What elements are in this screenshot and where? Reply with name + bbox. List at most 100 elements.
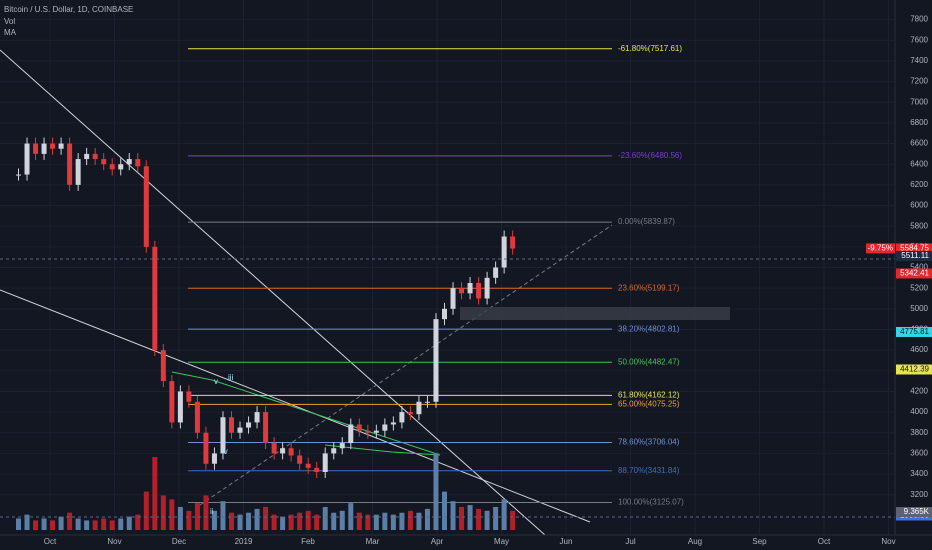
price-tick-label: 5800 xyxy=(910,221,928,230)
time-tick-label: 2019 xyxy=(235,537,253,546)
candle-body xyxy=(467,282,473,294)
trend-line xyxy=(199,224,613,506)
volume-bar xyxy=(84,520,90,530)
candle-body xyxy=(271,443,277,454)
candle-body xyxy=(194,401,200,433)
volume-bar xyxy=(109,520,115,530)
candle-body xyxy=(246,422,252,428)
time-tick-label: May xyxy=(494,537,509,546)
price-tag-label: 5342.41 xyxy=(900,269,929,278)
candle-body xyxy=(177,391,183,423)
candle-body xyxy=(203,432,209,464)
trend-line xyxy=(0,289,591,523)
time-tick-label: Oct xyxy=(818,537,831,546)
candle-body xyxy=(67,143,73,185)
candle-body xyxy=(229,417,234,433)
fib-label: 78.60%(3706.04) xyxy=(618,438,680,447)
fib-label: 65.00%(4075.25) xyxy=(618,399,680,408)
candle-body xyxy=(24,143,30,175)
price-tag xyxy=(896,243,932,254)
volume-bar xyxy=(280,516,286,530)
volume-bar xyxy=(356,512,362,530)
volume-bar xyxy=(501,499,507,530)
volume-bar xyxy=(314,514,320,530)
candle-body xyxy=(186,391,192,402)
candle-body xyxy=(288,448,294,456)
price-tag-label: 5584.75 xyxy=(900,244,929,253)
price-tick-label: 5400 xyxy=(910,263,928,272)
volume-bar xyxy=(237,514,243,530)
change-tag-label: -9.75% xyxy=(868,244,893,253)
wave-label: v xyxy=(214,377,218,386)
price-tick-label: 3800 xyxy=(910,428,928,437)
volume-bar xyxy=(331,512,337,530)
price-tick-label: 6000 xyxy=(910,201,928,210)
volume-bar xyxy=(143,491,149,530)
volume-bar xyxy=(177,506,183,530)
candle-body xyxy=(84,153,90,160)
volume-bar xyxy=(476,508,482,530)
candle-body xyxy=(33,143,39,154)
volume-bar xyxy=(33,520,39,530)
fib-label: -61.80%(7517.61) xyxy=(618,44,682,53)
candle-body xyxy=(501,236,507,268)
candle-body xyxy=(459,288,465,294)
candle-body xyxy=(339,443,345,449)
time-tick-label: Nov xyxy=(107,537,121,546)
fib-label: 50.00%(4482.47) xyxy=(618,357,680,366)
price-tick-label: 3400 xyxy=(910,469,928,478)
time-tick-label: Apr xyxy=(431,537,444,546)
candle-body xyxy=(280,448,286,454)
volume-bar xyxy=(50,520,56,530)
volume-bar xyxy=(67,512,73,530)
candle-body xyxy=(348,424,354,444)
trend-line xyxy=(0,49,546,536)
candle-body xyxy=(297,455,303,464)
volume-bar xyxy=(229,512,234,530)
time-tick-label: Feb xyxy=(301,537,315,546)
candle-body xyxy=(314,467,320,472)
volume-bar xyxy=(211,510,217,530)
candle-body xyxy=(126,159,132,165)
zone-box xyxy=(460,307,730,320)
fib-label: 23.60%(5199.17) xyxy=(618,283,680,292)
volume-bar xyxy=(407,510,413,530)
candle-body xyxy=(433,319,439,402)
volume-bar xyxy=(135,514,141,530)
volume-bar xyxy=(297,512,303,530)
candle-body xyxy=(484,277,490,299)
candle-body xyxy=(220,417,226,454)
candle-body xyxy=(263,412,269,444)
price-tick-label: 6800 xyxy=(910,118,928,127)
volume-bar xyxy=(118,518,124,530)
ma-label: MA xyxy=(4,28,17,37)
price-tick-label: 7200 xyxy=(910,77,928,86)
candle-body xyxy=(169,381,175,423)
volume-bar xyxy=(305,510,311,530)
change-tag xyxy=(866,243,895,254)
price-tick-label: 4600 xyxy=(910,345,928,354)
volume-bar xyxy=(450,501,456,530)
candle-body xyxy=(322,453,328,472)
channel xyxy=(171,371,441,456)
price-tick-label: 7000 xyxy=(910,97,928,106)
fib-label: 100.00%(3125.07) xyxy=(618,498,684,507)
volume-bar xyxy=(220,501,226,530)
volume-bar xyxy=(271,514,277,530)
price-tick-label: 6600 xyxy=(910,139,928,148)
volume-bar xyxy=(58,516,64,530)
volume-bar xyxy=(442,491,447,530)
price-tick-label: 7800 xyxy=(910,15,928,24)
fib-label: 38.20%(4802.81) xyxy=(618,324,680,333)
volume-bar xyxy=(373,514,379,530)
volume-bar xyxy=(382,512,388,530)
wave-label: iv xyxy=(222,447,228,456)
volume-bar xyxy=(390,514,396,530)
volume-tag xyxy=(896,507,932,518)
price-axis xyxy=(895,0,932,535)
time-tick-label: Mar xyxy=(366,537,380,546)
candle-body xyxy=(356,424,362,431)
price-tick-label: 3200 xyxy=(910,490,928,499)
fib-label: 0.00%(5839.87) xyxy=(618,217,675,226)
volume-bar xyxy=(92,520,98,530)
